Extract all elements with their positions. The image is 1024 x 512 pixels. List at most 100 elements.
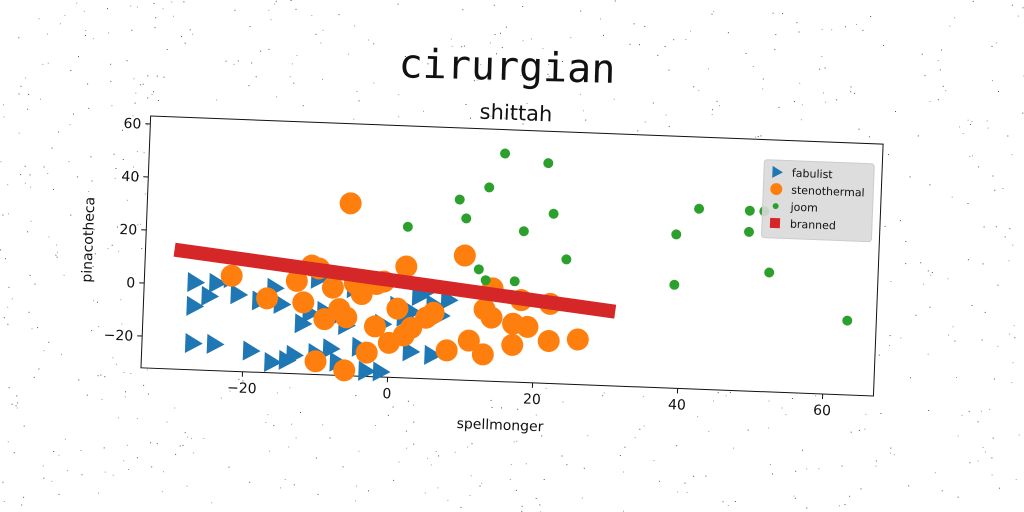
noise-speck: [126, 199, 128, 201]
noise-speck: [15, 405, 17, 407]
noise-speck: [92, 266, 94, 267]
noise-speck: [16, 395, 18, 397]
noise-speck: [18, 132, 20, 134]
noise-speck: [130, 373, 132, 374]
noise-speck: [815, 395, 817, 397]
noise-speck: [78, 379, 80, 381]
chart-title: shittah: [479, 100, 553, 127]
noise-speck: [956, 377, 957, 378]
noise-speck: [368, 39, 369, 41]
legend-box: [761, 159, 875, 243]
noise-speck: [978, 166, 980, 168]
noise-speck: [132, 115, 134, 117]
noise-speck: [192, 452, 194, 454]
noise-speck: [819, 68, 821, 70]
noise-speck: [778, 106, 780, 108]
noise-speck: [438, 455, 440, 457]
noise-speck: [315, 457, 317, 459]
noise-speck: [717, 392, 719, 394]
noise-speck: [929, 184, 931, 186]
noise-speck: [112, 474, 114, 476]
noise-speck: [707, 68, 709, 70]
noise-speck: [603, 392, 605, 394]
noise-speck: [289, 387, 291, 389]
noise-speck: [23, 496, 25, 498]
noise-speck: [11, 403, 13, 405]
noise-speck: [291, 423, 293, 425]
noise-speck: [237, 60, 239, 62]
noise-speck: [937, 99, 939, 101]
noise-speck: [580, 93, 582, 95]
noise-speck: [745, 52, 747, 54]
noise-speck: [123, 372, 125, 373]
noise-speck: [53, 188, 54, 190]
noise-speck: [890, 281, 892, 282]
noise-speck: [969, 462, 971, 464]
point-stenothermal: [292, 291, 315, 314]
noise-speck: [998, 487, 1000, 489]
noise-speck: [693, 86, 695, 88]
noise-speck: [147, 75, 149, 77]
noise-speck: [693, 475, 695, 477]
noise-speck: [296, 55, 298, 57]
noise-speck: [754, 136, 756, 138]
noise-speck: [895, 111, 896, 112]
noise-speck: [111, 105, 113, 107]
noise-speck: [275, 0, 277, 2]
noise-speck: [320, 42, 322, 44]
noise-speck: [570, 37, 572, 39]
noise-speck: [273, 425, 275, 427]
noise-speck: [987, 127, 989, 129]
noise-speck: [980, 410, 982, 412]
point-fabulist: [184, 332, 203, 353]
noise-speck: [110, 63, 112, 65]
noise-speck: [100, 374, 102, 376]
noise-speck: [59, 23, 61, 25]
noise-speck: [123, 460, 125, 462]
noise-speck: [16, 407, 18, 409]
noise-speck: [8, 387, 10, 389]
noise-speck: [2, 214, 4, 216]
noise-speck: [147, 393, 149, 395]
noise-speck: [368, 490, 369, 492]
legend-marker-branned: [769, 217, 781, 229]
point-stenothermal: [304, 350, 327, 373]
noise-speck: [179, 445, 181, 447]
noise-speck: [841, 465, 843, 467]
noise-speck: [725, 395, 727, 397]
noise-speck: [888, 154, 889, 156]
noise-speck: [991, 474, 993, 476]
noise-speck: [880, 413, 882, 414]
noise-speck: [146, 369, 148, 371]
noise-speck: [463, 45, 465, 47]
point-stenothermal: [355, 341, 378, 364]
noise-speck: [562, 401, 564, 403]
noise-speck: [348, 53, 350, 55]
noise-speck: [525, 463, 527, 465]
noise-speck: [406, 447, 408, 449]
noise-speck: [1009, 228, 1011, 230]
noise-speck: [186, 485, 188, 487]
noise-speck: [356, 91, 358, 92]
point-fabulist: [242, 340, 261, 361]
noise-speck: [727, 32, 729, 34]
noise-speck: [998, 91, 999, 92]
noise-speck: [982, 447, 984, 449]
noise-speck: [156, 75, 158, 77]
noise-speck: [58, 493, 60, 495]
noise-speck: [393, 479, 395, 481]
legend-label-fabulist: fabulist: [792, 167, 834, 182]
noise-speck: [992, 175, 994, 177]
noise-speck: [405, 430, 407, 432]
noise-speck: [893, 454, 895, 456]
noise-speck: [260, 50, 262, 52]
noise-speck: [942, 85, 944, 87]
x-axis-label: spellmonger: [456, 416, 544, 435]
noise-speck: [216, 99, 218, 101]
noise-speck: [242, 380, 244, 382]
noise-speck: [793, 495, 795, 497]
noise-speck: [583, 467, 585, 469]
noise-speck: [669, 405, 671, 407]
noise-speck: [61, 353, 62, 355]
noise-speck: [139, 84, 141, 86]
